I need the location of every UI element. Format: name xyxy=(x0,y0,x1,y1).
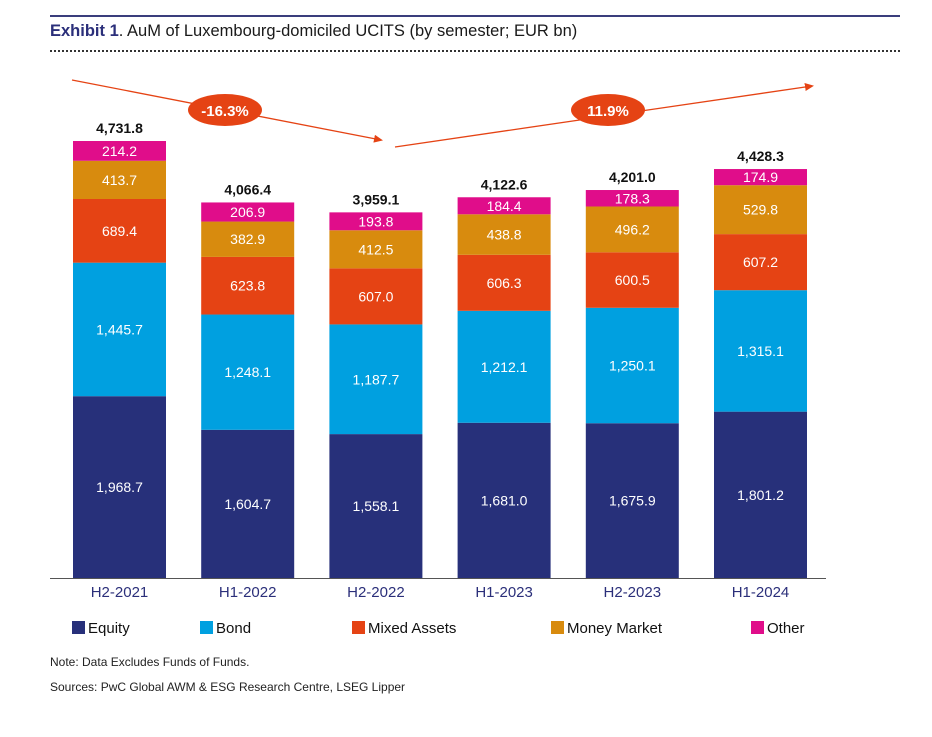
bar-segment-bond xyxy=(585,307,679,424)
segment-label-bond: 1,187.7 xyxy=(353,371,400,387)
sources-text: Sources: PwC Global AWM & ESG Research C… xyxy=(50,680,406,694)
bar-segment-other xyxy=(73,141,166,161)
bar-segment-equity xyxy=(457,422,551,578)
segment-label-money-market: 412.5 xyxy=(358,241,393,257)
bar-segment-money-market xyxy=(201,221,295,257)
top-rule xyxy=(50,15,900,17)
segment-label-mixed-assets: 606.3 xyxy=(487,275,522,291)
bar-segment-mixed-assets xyxy=(329,268,423,325)
total-label: 4,731.8 xyxy=(96,120,143,136)
trend-badge-up-label: 11.9% xyxy=(587,103,629,120)
bar-segment-equity xyxy=(329,434,423,578)
segment-label-money-market: 529.8 xyxy=(743,202,778,218)
x-tick-label: H1-2023 xyxy=(475,584,533,601)
total-label: 4,066.4 xyxy=(224,181,271,197)
segment-label-other: 193.8 xyxy=(358,213,393,229)
x-tick-label: H1-2024 xyxy=(732,584,790,601)
bar-segment-bond xyxy=(329,324,423,435)
total-label: 4,122.6 xyxy=(481,176,528,192)
bar-segment-mixed-assets xyxy=(73,198,166,263)
bar-segment-other xyxy=(457,197,551,215)
legend-swatch-money-market xyxy=(551,621,564,634)
bar-segment-money-market xyxy=(457,214,551,255)
exhibit-label: Exhibit 1 xyxy=(50,22,119,40)
bar-segment-bond xyxy=(201,314,295,430)
segment-label-bond: 1,315.1 xyxy=(737,343,784,359)
bar-segment-money-market xyxy=(714,185,807,235)
bar-segment-bond xyxy=(457,310,551,423)
bar-segment-equity xyxy=(201,429,295,578)
segment-label-bond: 1,250.1 xyxy=(609,357,656,373)
segment-label-mixed-assets: 689.4 xyxy=(102,223,137,239)
x-tick-label: H2-2022 xyxy=(347,584,405,601)
legend-label-mixed-assets: Mixed Assets xyxy=(368,620,456,637)
chart-title: Exhibit 1. AuM of Luxembourg-domiciled U… xyxy=(50,22,577,41)
legend-label-bond: Bond xyxy=(216,620,251,637)
legend-swatch-equity xyxy=(72,621,85,634)
dotted-divider xyxy=(50,50,900,52)
x-tick-label: H2-2021 xyxy=(91,584,149,601)
segment-label-other: 178.3 xyxy=(615,190,650,206)
segment-label-money-market: 496.2 xyxy=(615,221,650,237)
segment-label-money-market: 438.8 xyxy=(487,227,522,243)
bar-segment-mixed-assets xyxy=(585,252,679,308)
bar-segment-equity xyxy=(585,423,679,578)
bar-segment-other xyxy=(585,190,679,207)
segment-label-mixed-assets: 607.2 xyxy=(743,254,778,270)
bar-segment-bond xyxy=(73,262,166,397)
legend-label-money-market: Money Market xyxy=(567,620,663,637)
total-label: 4,201.0 xyxy=(609,169,656,185)
segment-label-other: 214.2 xyxy=(102,143,137,159)
segment-label-equity: 1,604.7 xyxy=(224,496,271,512)
trend-badge-down-label: -16.3% xyxy=(201,103,249,120)
bar-segment-equity xyxy=(714,411,807,578)
legend-swatch-mixed-assets xyxy=(352,621,365,634)
segment-label-bond: 1,212.1 xyxy=(481,359,528,375)
segment-label-mixed-assets: 600.5 xyxy=(615,272,650,288)
total-label: 4,428.3 xyxy=(737,148,784,164)
bar-segment-mixed-assets xyxy=(457,254,551,311)
legend-label-other: Other xyxy=(767,620,805,637)
segment-label-mixed-assets: 607.0 xyxy=(358,288,393,304)
bar-segment-money-market xyxy=(585,206,679,253)
segment-label-equity: 1,801.2 xyxy=(737,487,784,503)
segment-label-other: 174.9 xyxy=(743,169,778,185)
segment-label-mixed-assets: 623.8 xyxy=(230,278,265,294)
title-text: . AuM of Luxembourg-domiciled UCITS (by … xyxy=(118,22,578,40)
bar-segment-other xyxy=(329,212,423,231)
x-tick-label: H2-2023 xyxy=(604,584,662,601)
bar-segment-bond xyxy=(714,290,807,412)
segment-label-other: 184.4 xyxy=(487,198,522,214)
bar-segment-other xyxy=(714,169,807,186)
legend-swatch-bond xyxy=(200,621,213,634)
bar-segment-mixed-assets xyxy=(714,234,807,291)
segment-label-equity: 1,558.1 xyxy=(353,498,400,514)
bar-segment-mixed-assets xyxy=(201,256,295,315)
segment-label-other: 206.9 xyxy=(230,204,265,220)
bar-segment-equity xyxy=(73,396,166,578)
trend-badge-up xyxy=(571,94,645,126)
segment-label-money-market: 413.7 xyxy=(102,172,137,188)
legend-label-equity: Equity xyxy=(88,620,130,637)
x-tick-label: H1-2022 xyxy=(219,584,277,601)
legend-swatch-other xyxy=(751,621,764,634)
total-label: 3,959.1 xyxy=(353,191,400,207)
bar-segment-money-market xyxy=(73,160,166,199)
note-text: Note: Data Excludes Funds of Funds. xyxy=(50,655,250,669)
segment-label-money-market: 382.9 xyxy=(230,231,265,247)
segment-label-bond: 1,445.7 xyxy=(96,321,143,337)
bar-segment-money-market xyxy=(329,230,423,269)
trend-badge-down xyxy=(188,94,262,126)
segment-label-equity: 1,681.0 xyxy=(481,492,528,508)
bar-segment-other xyxy=(201,202,295,222)
segment-label-bond: 1,248.1 xyxy=(224,364,271,380)
segment-label-equity: 1,675.9 xyxy=(609,493,656,509)
segment-label-equity: 1,968.7 xyxy=(96,479,143,495)
